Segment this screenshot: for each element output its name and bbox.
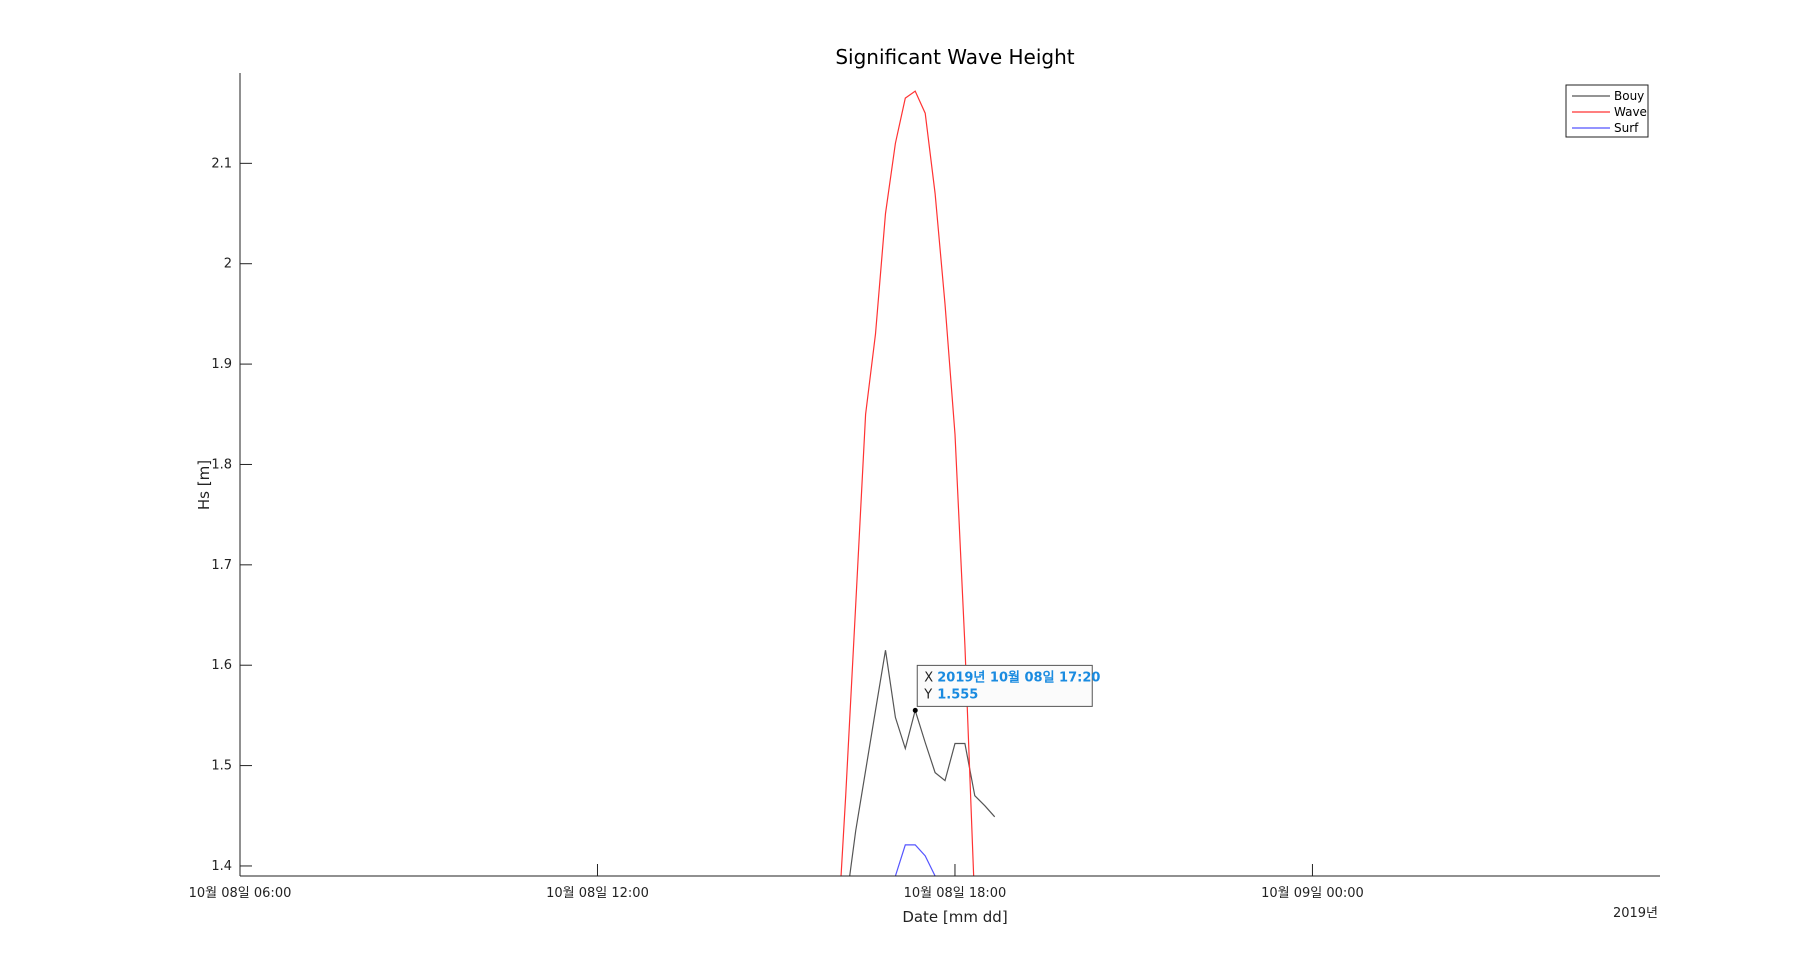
y-tick-label: 1.4 (211, 859, 232, 874)
y-axis-label: Hs [m] (195, 460, 213, 510)
x-tick-label: 10월 08일 12:00 (546, 886, 649, 901)
series-line-wave[interactable] (836, 90, 975, 966)
x-axis-year-label: 2019년 (1613, 906, 1658, 921)
y-tick-label: 1.5 (211, 759, 232, 774)
datatip-x-label: X (924, 670, 933, 685)
legend-label-surf: Surf (1614, 121, 1639, 135)
legend-label-wave: Wave (1614, 105, 1647, 119)
y-tick-label: 1.8 (211, 457, 232, 472)
y-tick-label: 1.6 (211, 658, 232, 673)
y-tick-label: 2.1 (211, 156, 232, 171)
x-tick-label: 10월 08일 18:00 (904, 886, 1007, 901)
legend-label-bouy: Bouy (1614, 89, 1644, 103)
series-line-surf[interactable] (894, 844, 936, 876)
plot-area[interactable]: 10월 08일 06:00 10월 08일 12:00 10월 08일 18:00 1… (189, 73, 1660, 966)
datatip-y-label: Y (923, 687, 932, 702)
x-tick-label: 10월 09일 00:00 (1261, 886, 1364, 901)
datatip-marker[interactable] (912, 707, 918, 713)
data-tip[interactable]: X 2019년 10월 08일 17:20 Y 1.555 (912, 664, 1101, 713)
x-tick-label: 10월 08일 06:00 (189, 886, 292, 901)
y-tick-label: 1.7 (211, 558, 232, 573)
x-axis-label: Date [mm dd] (902, 908, 1007, 926)
datatip-x-value: 2019년 10월 08일 17:20 (937, 669, 1100, 685)
y-tick-label: 2 (224, 257, 232, 272)
chart-title: Significant Wave Height (835, 45, 1074, 69)
datatip-box (916, 664, 1093, 707)
y-tick-label: 1.9 (211, 357, 232, 372)
legend[interactable]: Bouy Wave Surf (1565, 84, 1649, 138)
datatip-y-value: 1.555 (937, 687, 978, 702)
